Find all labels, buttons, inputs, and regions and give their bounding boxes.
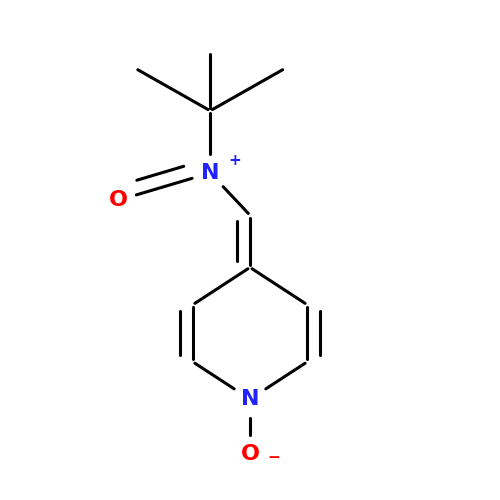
Text: O: O <box>108 190 128 210</box>
Text: −: − <box>268 450 280 466</box>
Text: O: O <box>240 444 260 464</box>
Text: N: N <box>241 389 259 409</box>
Text: +: + <box>228 153 241 168</box>
Text: N: N <box>201 163 220 183</box>
